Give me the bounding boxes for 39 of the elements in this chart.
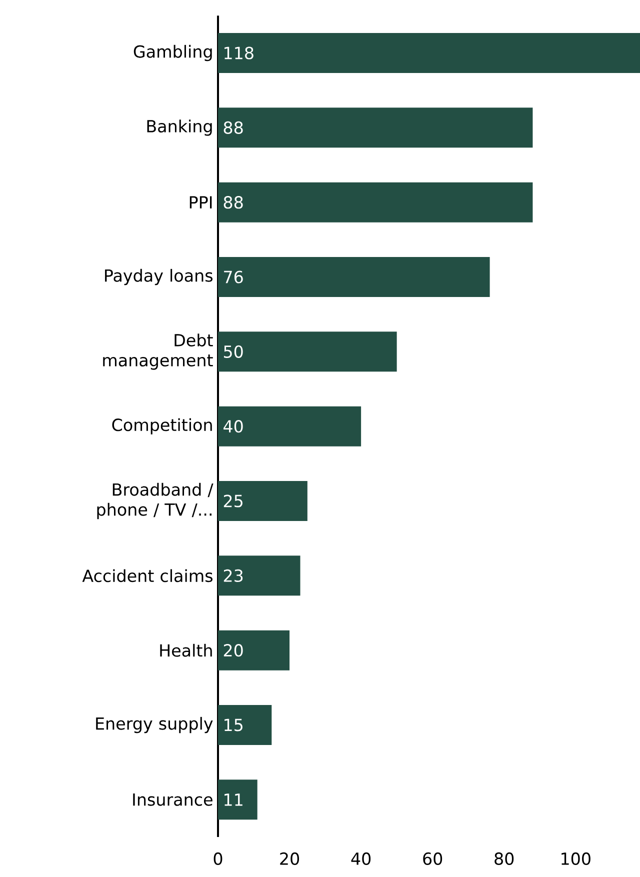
bar (218, 108, 533, 148)
bar (218, 556, 300, 596)
y-tick-label: Payday loans (105, 268, 212, 286)
data-label: 11 (224, 794, 242, 806)
bar (218, 705, 272, 746)
y-tick-label: Accident claims (82, 569, 212, 582)
y-tick-label: Energy supply (96, 716, 213, 734)
bar (218, 332, 397, 372)
x-tick-label: 80 (494, 852, 514, 865)
bar (218, 481, 308, 522)
data-label: 88 (224, 196, 243, 209)
bar (218, 33, 640, 73)
bar (218, 780, 258, 820)
y-tick-label: Insurance (133, 793, 212, 806)
y-tick-label: Competition (112, 418, 212, 434)
x-tick-label: 0 (214, 852, 222, 865)
y-tick-label: Broadband / phone / TV /... (97, 482, 214, 520)
data-label: 20 (224, 644, 243, 657)
data-label: 15 (224, 718, 242, 732)
data-label: 25 (224, 494, 242, 508)
y-tick-label: PPI (190, 196, 212, 208)
bar (218, 182, 533, 222)
bar (218, 406, 362, 446)
bar (218, 630, 290, 670)
x-tick-label: 20 (280, 852, 300, 865)
y-tick-label: Banking (147, 120, 212, 136)
data-label: 23 (224, 569, 243, 582)
data-label: 76 (224, 270, 243, 284)
x-tick-label: 40 (351, 852, 371, 865)
data-label: 88 (224, 121, 243, 134)
x-tick-label: 100 (562, 852, 590, 865)
data-label: 50 (224, 345, 243, 358)
bar (218, 257, 490, 298)
y-tick-label: Health (160, 644, 212, 657)
data-label: 118 (224, 46, 254, 60)
y-tick-label: Debt management (103, 334, 213, 370)
y-tick-label: Gambling (134, 44, 212, 62)
data-label: 40 (224, 420, 243, 433)
x-tick-label: 60 (423, 852, 442, 865)
